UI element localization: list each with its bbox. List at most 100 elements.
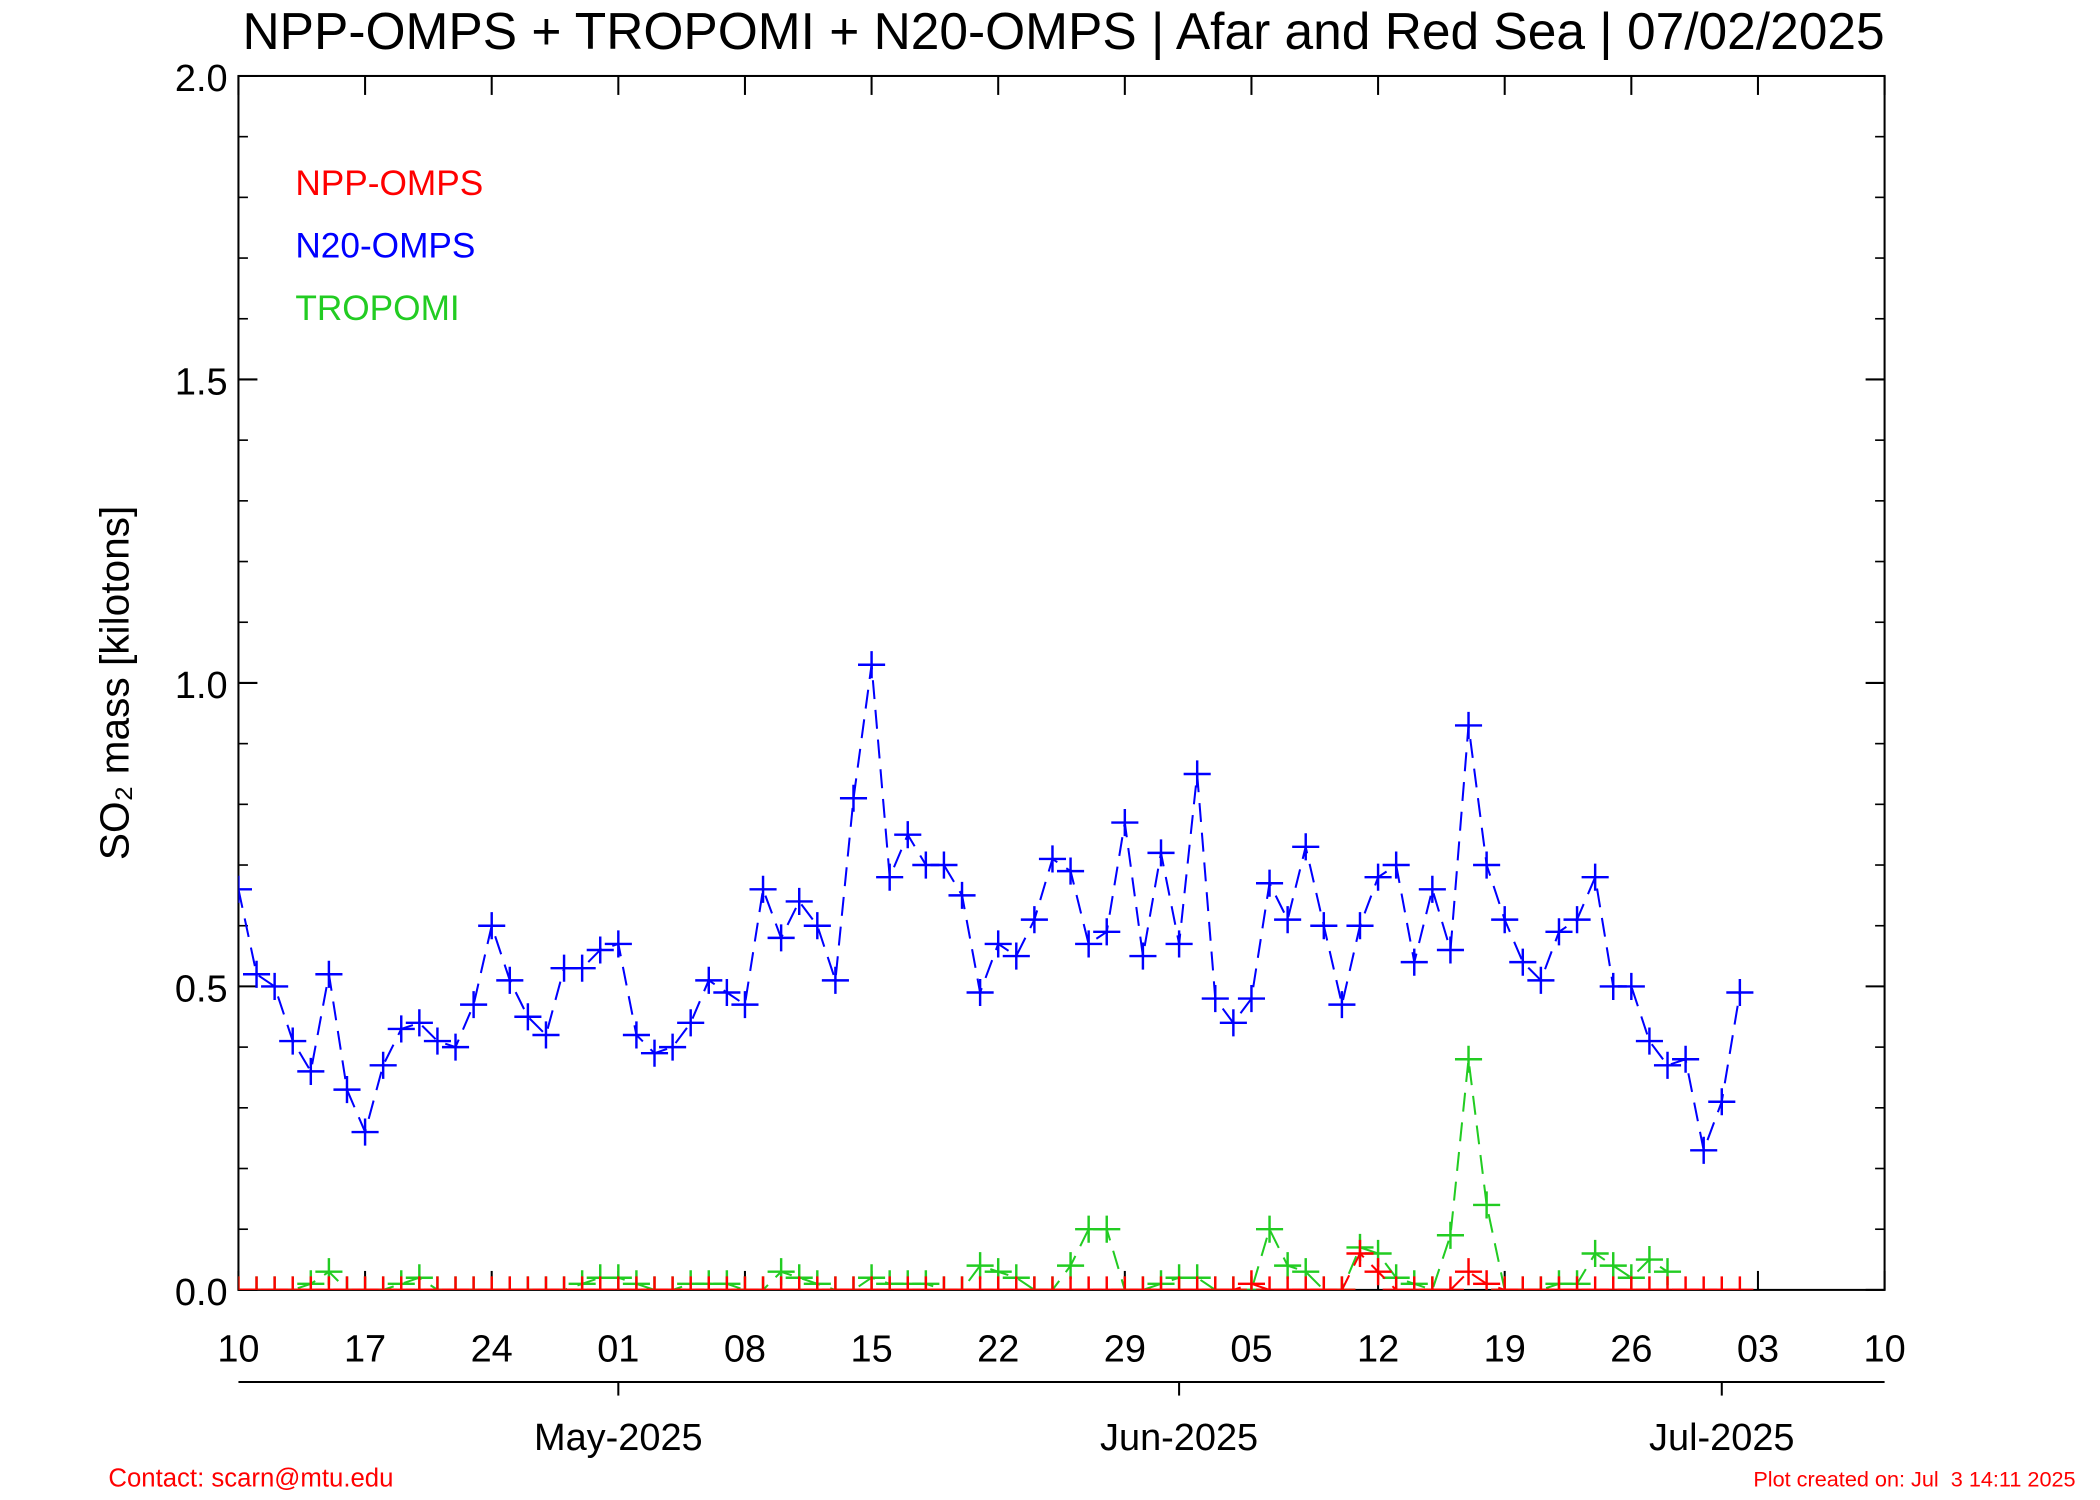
- data-marker: [966, 1276, 994, 1290]
- data-marker: [1111, 808, 1139, 837]
- data-marker: [1255, 1215, 1284, 1243]
- data-marker: [1002, 1276, 1030, 1290]
- data-marker: [423, 1276, 451, 1290]
- data-marker: [966, 978, 994, 1007]
- data-marker: [1328, 1276, 1356, 1290]
- data-marker: [1038, 1276, 1067, 1290]
- month-tick-label: Jul-2025: [1649, 1417, 1794, 1459]
- x-tick-label: 10: [1863, 1329, 1905, 1371]
- data-marker: [460, 991, 488, 1019]
- y-tick-label: 0.5: [175, 968, 228, 1010]
- data-marker: [604, 1276, 632, 1290]
- data-marker: [1382, 851, 1410, 879]
- data-marker: [1635, 1246, 1663, 1274]
- data-marker: [261, 1276, 289, 1290]
- data-marker: [1346, 1239, 1374, 1268]
- data-marker: [532, 1276, 560, 1290]
- data-marker: [930, 1276, 958, 1290]
- data-marker: [405, 1276, 433, 1290]
- data-marker: [713, 978, 741, 1007]
- data-marker: [1201, 985, 1229, 1013]
- data-marker: [1653, 1051, 1682, 1079]
- legend-entry: NPP-OMPS: [295, 164, 483, 203]
- data-marker: [622, 1021, 650, 1049]
- data-marker: [876, 863, 904, 891]
- data-marker: [1328, 991, 1356, 1019]
- data-marker: [1491, 906, 1519, 934]
- data-marker: [1002, 942, 1030, 970]
- x-tick-label: 29: [1104, 1329, 1146, 1371]
- data-marker: [333, 1276, 361, 1290]
- data-marker: [1454, 1258, 1483, 1286]
- data-marker: [387, 1015, 415, 1043]
- data-marker: [1563, 1276, 1591, 1290]
- data-marker: [1364, 1258, 1392, 1286]
- data-marker: [1509, 1276, 1537, 1290]
- x-tick-label: 03: [1737, 1329, 1779, 1371]
- y-tick-label: 1.0: [175, 665, 228, 707]
- x-tick-label: 17: [344, 1329, 386, 1371]
- data-marker: [1075, 1276, 1103, 1290]
- data-marker: [749, 1276, 777, 1290]
- data-marker: [785, 887, 813, 915]
- x-tick-label: 12: [1357, 1329, 1399, 1371]
- y-tick-label: 1.5: [175, 361, 228, 403]
- chart-title: NPP-OMPS + TROPOMI + N20-OMPS | Afar and…: [243, 2, 1885, 60]
- plot-area: [238, 651, 1754, 1290]
- data-marker: [803, 1276, 831, 1290]
- data-marker: [1617, 1276, 1645, 1290]
- data-marker: [1473, 851, 1501, 879]
- data-marker: [659, 1033, 687, 1061]
- footer-contact: Contact: scarn@mtu.edu: [108, 1464, 393, 1492]
- x-tick-label: 01: [597, 1329, 639, 1371]
- data-marker: [496, 966, 524, 994]
- data-marker: [1310, 912, 1338, 940]
- data-marker: [731, 1276, 759, 1290]
- data-marker: [405, 1009, 433, 1037]
- data-marker: [550, 1276, 578, 1290]
- data-marker: [333, 1076, 361, 1104]
- data-marker: [1237, 1270, 1266, 1290]
- data-marker: [351, 1118, 379, 1146]
- month-tick-label: Jun-2025: [1100, 1417, 1258, 1459]
- data-marker: [351, 1276, 379, 1290]
- data-marker: [586, 936, 614, 964]
- data-marker: [478, 912, 506, 940]
- data-marker: [1129, 1276, 1157, 1290]
- data-marker: [1672, 1276, 1700, 1290]
- data-marker: [242, 960, 271, 988]
- data-marker: [1454, 1045, 1483, 1073]
- data-marker: [1708, 1088, 1736, 1116]
- data-marker: [532, 1021, 560, 1049]
- series-line: [238, 1059, 1669, 1290]
- data-marker: [984, 1276, 1012, 1290]
- data-marker: [1635, 1276, 1663, 1290]
- data-marker: [1617, 972, 1645, 1000]
- month-tick-label: May-2025: [534, 1417, 703, 1459]
- data-marker: [695, 1276, 723, 1290]
- data-marker: [1545, 918, 1573, 946]
- data-marker: [460, 1276, 488, 1290]
- data-marker: [1147, 1276, 1175, 1290]
- data-marker: [1165, 930, 1193, 958]
- x-tick-label: 08: [724, 1329, 766, 1371]
- data-marker: [1093, 918, 1121, 946]
- data-marker: [948, 881, 976, 909]
- data-marker: [713, 1276, 741, 1290]
- data-marker: [315, 960, 343, 988]
- data-marker: [1726, 1276, 1754, 1290]
- data-marker: [1038, 845, 1067, 873]
- footer-created: Plot created on: Jul 3 14:11 2025: [1753, 1466, 2075, 1491]
- data-marker: [785, 1276, 813, 1290]
- data-marker: [1075, 930, 1103, 958]
- data-marker: [966, 1252, 994, 1280]
- data-marker: [1382, 1276, 1410, 1290]
- data-marker: [1599, 1252, 1627, 1280]
- data-marker: [858, 1276, 886, 1290]
- data-marker: [1436, 1221, 1464, 1249]
- data-marker: [1255, 1276, 1284, 1290]
- data-marker: [261, 972, 289, 1000]
- data-marker: [948, 1276, 976, 1290]
